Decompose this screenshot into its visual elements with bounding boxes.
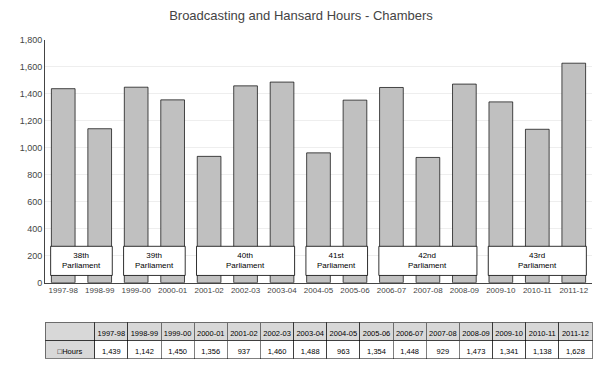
svg-text:2000-01: 2000-01: [158, 286, 188, 295]
svg-text:Broadcasting and Hansard Hours: Broadcasting and Hansard Hours - Chamber…: [169, 8, 433, 23]
svg-text:2006-07: 2006-07: [377, 286, 407, 295]
svg-text:937: 937: [238, 347, 251, 356]
svg-text:800: 800: [27, 170, 42, 180]
svg-text:1999-00: 1999-00: [164, 329, 192, 338]
svg-text:1,460: 1,460: [268, 347, 287, 356]
svg-text:200: 200: [27, 251, 42, 261]
svg-text:2002-03: 2002-03: [263, 329, 291, 338]
svg-text:1,800: 1,800: [20, 35, 43, 45]
svg-text:1,000: 1,000: [20, 143, 43, 153]
svg-text:39thParliament: 39thParliament: [135, 251, 174, 270]
svg-text:2008-09: 2008-09: [450, 286, 480, 295]
svg-text:□Hours: □Hours: [58, 347, 83, 356]
svg-text:38thParliament: 38thParliament: [62, 251, 101, 270]
svg-text:1997-98: 1997-98: [98, 329, 126, 338]
svg-text:2008-09: 2008-09: [462, 329, 490, 338]
svg-text:1,341: 1,341: [500, 347, 519, 356]
svg-text:1,448: 1,448: [400, 347, 419, 356]
svg-text:2009-10: 2009-10: [495, 329, 523, 338]
svg-text:2004-05: 2004-05: [304, 286, 334, 295]
svg-text:400: 400: [27, 224, 42, 234]
svg-text:600: 600: [27, 197, 42, 207]
svg-text:2000-01: 2000-01: [197, 329, 225, 338]
svg-text:1999-00: 1999-00: [121, 286, 151, 295]
svg-text:2001-02: 2001-02: [230, 329, 258, 338]
svg-text:2005-06: 2005-06: [340, 286, 370, 295]
svg-text:1,450: 1,450: [168, 347, 187, 356]
svg-text:2007-08: 2007-08: [429, 329, 457, 338]
svg-text:1,200: 1,200: [20, 116, 43, 126]
svg-text:1998-99: 1998-99: [131, 329, 159, 338]
svg-text:2010-11: 2010-11: [523, 286, 552, 295]
svg-text:0: 0: [37, 278, 42, 288]
svg-text:1,400: 1,400: [20, 89, 43, 99]
svg-text:2006-07: 2006-07: [396, 329, 424, 338]
svg-text:1,142: 1,142: [135, 347, 154, 356]
svg-text:963: 963: [337, 347, 350, 356]
svg-text:1,356: 1,356: [201, 347, 220, 356]
svg-text:1998-99: 1998-99: [85, 286, 115, 295]
svg-text:2011-12: 2011-12: [562, 329, 589, 338]
svg-text:2011-12: 2011-12: [559, 286, 588, 295]
svg-text:43rdParliament: 43rdParliament: [518, 251, 557, 270]
svg-text:42ndParliament: 42ndParliament: [408, 251, 447, 270]
svg-text:1,488: 1,488: [301, 347, 320, 356]
svg-text:2003-04: 2003-04: [267, 286, 297, 295]
svg-text:40thParliament: 40thParliament: [226, 251, 265, 270]
svg-text:2004-05: 2004-05: [330, 329, 358, 338]
svg-text:1,600: 1,600: [20, 62, 43, 72]
svg-text:1,138: 1,138: [533, 347, 552, 356]
svg-text:2009-10: 2009-10: [486, 286, 516, 295]
svg-text:929: 929: [437, 347, 450, 356]
svg-text:2010-11: 2010-11: [529, 329, 556, 338]
svg-text:1,628: 1,628: [566, 347, 585, 356]
svg-text:2007-08: 2007-08: [413, 286, 443, 295]
svg-text:1,354: 1,354: [367, 347, 386, 356]
svg-text:1,473: 1,473: [467, 347, 486, 356]
svg-text:2005-06: 2005-06: [363, 329, 391, 338]
svg-text:2002-03: 2002-03: [231, 286, 261, 295]
svg-text:2001-02: 2001-02: [194, 286, 224, 295]
svg-text:2003-04: 2003-04: [296, 329, 324, 338]
svg-text:1,439: 1,439: [102, 347, 121, 356]
svg-text:41stParliament: 41stParliament: [317, 251, 356, 270]
svg-text:1997-98: 1997-98: [49, 286, 79, 295]
